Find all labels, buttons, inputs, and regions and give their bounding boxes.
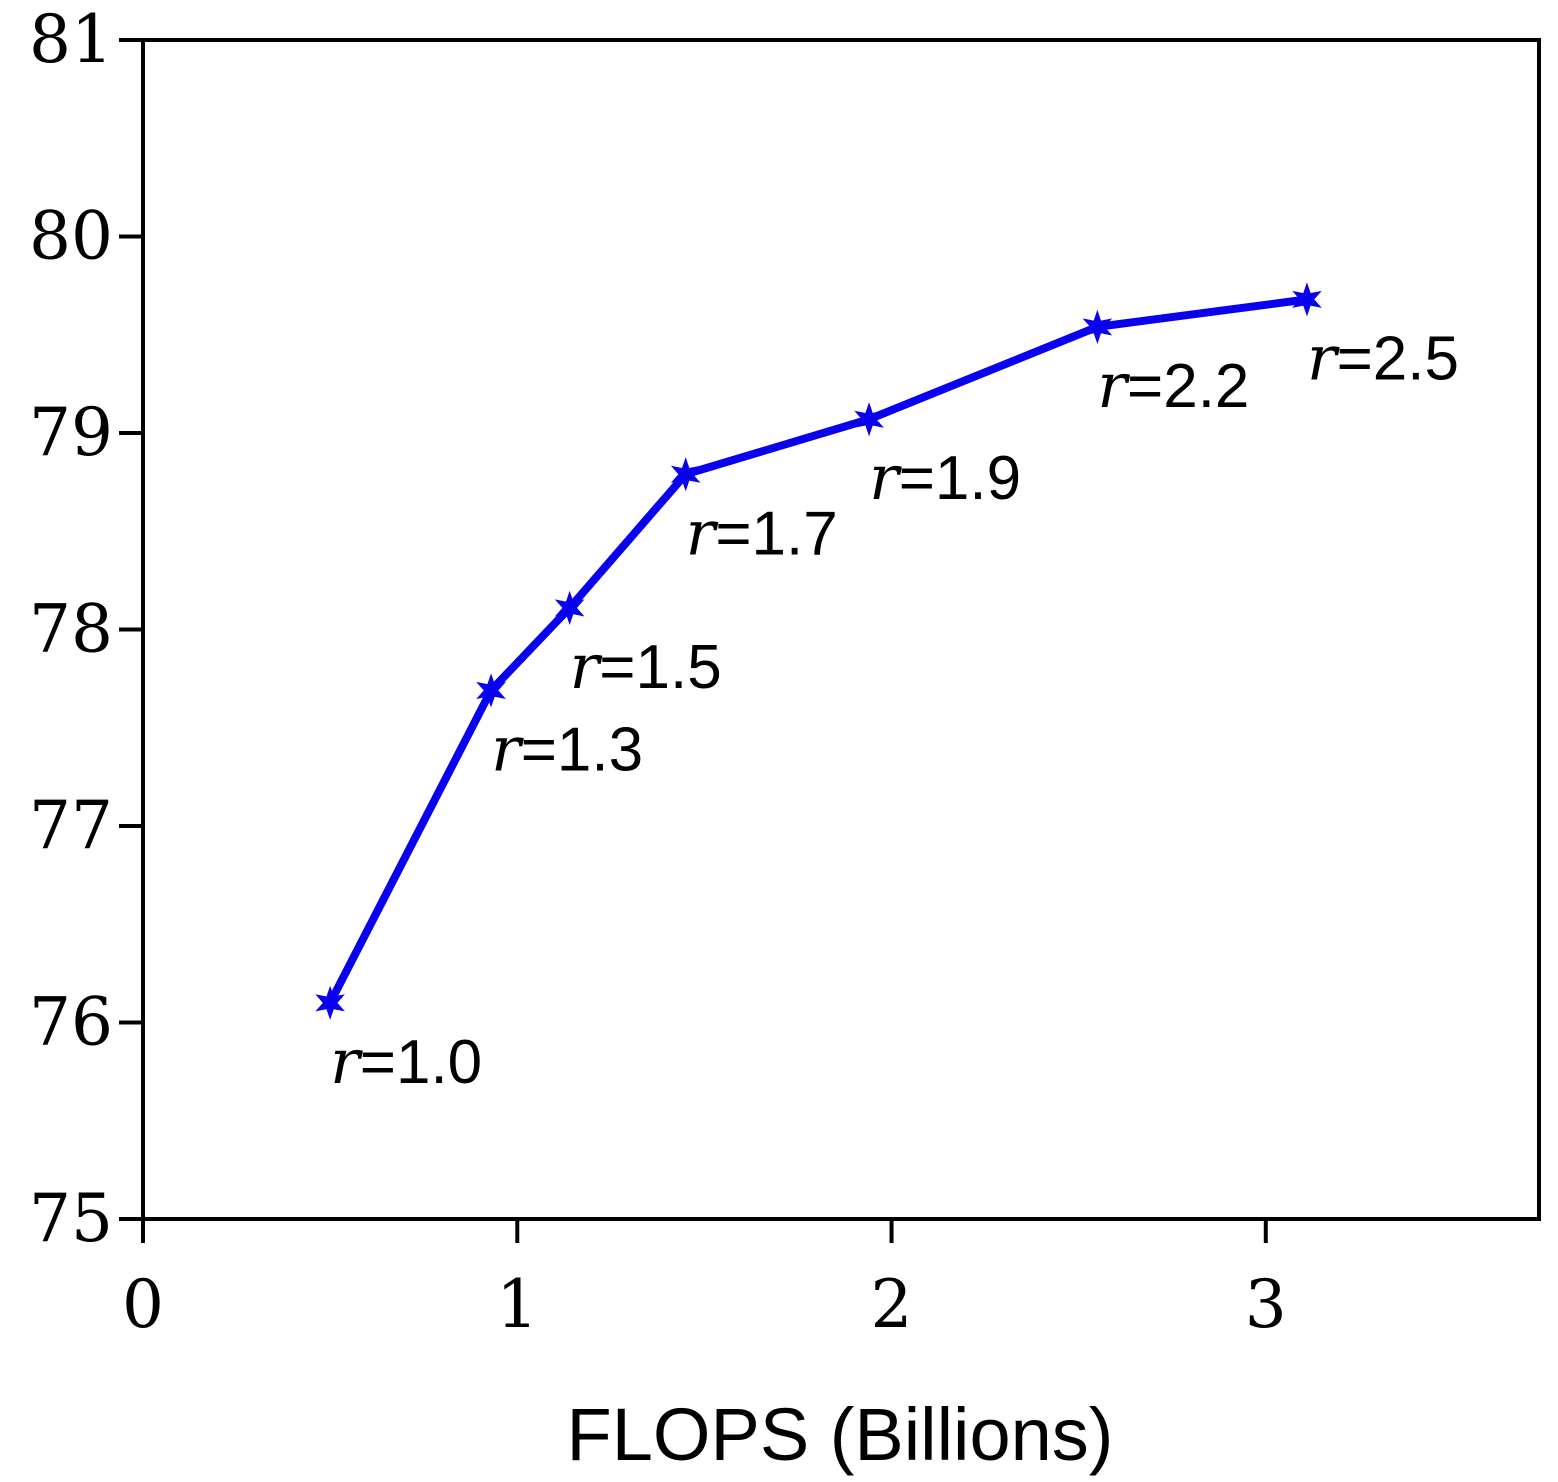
point-label-value: =1.9 [899,444,1021,513]
point-label: r=1.5 [570,630,722,703]
y-tick-label: 76 [29,984,113,1061]
data-point-star [670,457,701,492]
point-label-variable: r [1097,349,1130,422]
point-label-value: =1.7 [715,499,837,568]
y-tick-label: 81 [29,1,113,78]
data-point-star [554,590,585,625]
point-label-value: =1.3 [521,715,643,784]
data-point-star [854,402,884,437]
y-tick-label: 77 [29,787,113,864]
y-tick-label: 80 [29,198,113,275]
x-tick-label: 0 [122,1266,164,1343]
point-label-value: =2.2 [1127,352,1249,421]
y-tick-label: 78 [29,591,113,668]
data-point-star [1292,282,1322,317]
point-label: r=2.5 [1307,321,1459,394]
point-label-value: =1.0 [360,1028,482,1097]
point-label: r=1.9 [869,441,1021,514]
series-layer [315,282,1322,1020]
point-label-value: =1.5 [599,633,721,702]
point-label: r=1.3 [491,712,643,785]
point-label-value: =2.5 [1337,324,1459,393]
y-tick-label: 79 [29,394,113,471]
x-tick-label: 3 [1245,1266,1287,1343]
x-tick-label: 2 [871,1266,913,1343]
point-label-variable: r [330,1025,363,1098]
axes: 75 76 77 78 79 80 81 0 1 2 3 [29,1,1287,1343]
point-label: r=2.2 [1097,349,1249,422]
data-point-star [315,985,345,1020]
point-label-variable: r [869,441,902,514]
data-point-star [1082,309,1113,344]
point-label-variable: r [570,630,603,703]
point-labels: r=1.0r=1.3r=1.5r=1.7r=1.9r=2.2 r=2.5 [330,321,1459,1097]
x-tick-label: 1 [496,1266,538,1343]
data-point-star [476,673,506,708]
point-label: r=1.0 [330,1025,482,1098]
x-axis-title: FLOPS (Billions) [567,1393,1114,1476]
y-tick-label: 75 [29,1180,113,1257]
point-label: r=1.7 [686,496,838,569]
point-label-variable: r [491,712,524,785]
point-label-variable: r [686,496,719,569]
point-label-variable: r [1307,321,1340,394]
